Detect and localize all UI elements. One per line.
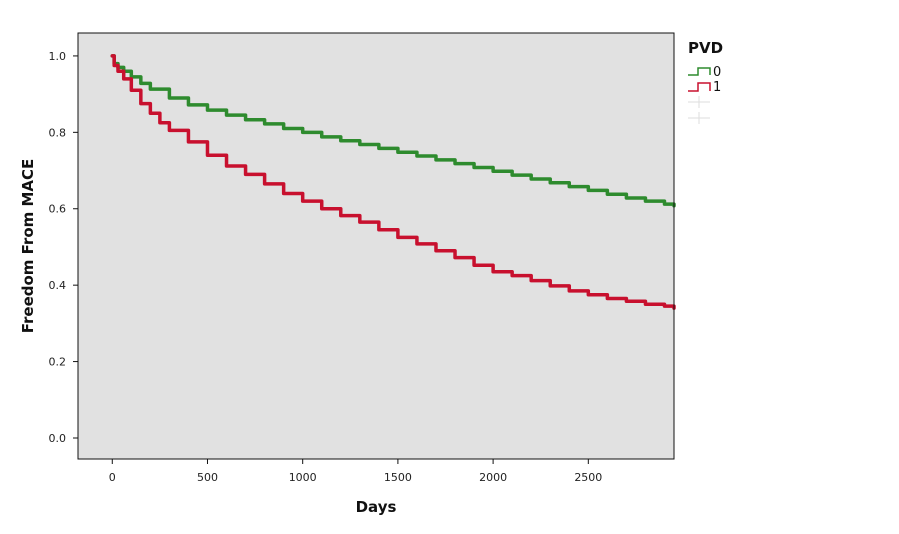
- y-tick-label: 0.6: [49, 203, 67, 216]
- plot-area-background: [78, 33, 674, 459]
- x-tick-label: 1000: [289, 471, 317, 484]
- y-tick-label: 0.2: [49, 356, 67, 369]
- legend-label-1: 1: [713, 80, 721, 95]
- x-axis-title: Days: [356, 498, 397, 516]
- x-tick-label: 500: [197, 471, 218, 484]
- x-tick-label: 2500: [574, 471, 602, 484]
- series-line-1: [110, 54, 676, 310]
- y-axis-title: Freedom From MACE: [19, 159, 37, 334]
- x-axis: 0 500 1000 1500 2000 2500: [109, 459, 602, 484]
- series-layer: [110, 54, 676, 310]
- y-axis: 0.0 0.2 0.4 0.6 0.8 1.0: [49, 50, 78, 445]
- legend: PVD 0 1: [688, 39, 723, 124]
- legend-title: PVD: [688, 39, 723, 57]
- legend-swatch-1: [688, 82, 711, 92]
- x-tick-label: 1500: [384, 471, 412, 484]
- y-tick-label: 0.4: [49, 279, 67, 292]
- legend-label-0: 0: [713, 65, 721, 80]
- y-tick-label: 0.8: [49, 126, 67, 139]
- legend-censor-marks: [688, 96, 710, 124]
- y-tick-label: 1.0: [49, 50, 67, 63]
- legend-entry-0: 0: [688, 65, 721, 80]
- y-tick-label: 0.0: [49, 432, 67, 445]
- legend-swatch-0: [688, 67, 711, 76]
- series-line-0: [110, 54, 676, 208]
- x-tick-label: 2000: [479, 471, 507, 484]
- legend-entry-1: 1: [688, 80, 721, 95]
- plot-area-frame: [77, 32, 675, 460]
- x-tick-label: 0: [109, 471, 116, 484]
